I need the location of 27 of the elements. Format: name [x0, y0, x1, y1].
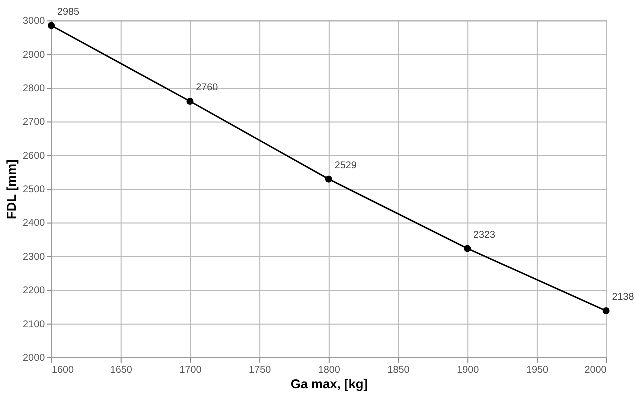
y-tick-label: 2400 [23, 218, 46, 230]
x-tick-label: 1600 [52, 364, 75, 376]
data-label: 2138 [612, 292, 635, 304]
data-label: 2985 [57, 6, 80, 18]
y-tick-label: 2100 [23, 319, 46, 330]
data-label: 2529 [334, 160, 358, 172]
x-tick-label: 1800 [318, 364, 341, 376]
x-tick-label: 1750 [249, 364, 272, 376]
y-tick-label: 2500 [23, 184, 46, 196]
y-axis-title: FDL [mm] [4, 160, 20, 220]
y-tick-label: 2000 [23, 352, 46, 364]
y-tick-label: 2900 [23, 50, 46, 61]
x-tick-label: 1950 [526, 364, 549, 376]
x-tick-label: 1650 [110, 364, 133, 376]
y-tick-label: 2200 [23, 286, 46, 297]
x-tick-label: 1900 [457, 364, 480, 376]
x-tick-label: 1700 [180, 364, 202, 376]
x-tick-label: 2000 [584, 364, 608, 376]
y-tick-label: 2300 [23, 252, 46, 263]
data-label: 2323 [474, 230, 496, 241]
data-label: 2760 [196, 82, 219, 94]
y-tick-label: 2700 [23, 117, 46, 128]
y-tick-label: 3000 [23, 16, 46, 28]
x-axis-title: Ga max, [kg] [290, 376, 368, 392]
y-tick-label: 2600 [23, 150, 46, 162]
y-tick-label: 2800 [23, 84, 46, 95]
x-tick-label: 1850 [388, 364, 410, 376]
